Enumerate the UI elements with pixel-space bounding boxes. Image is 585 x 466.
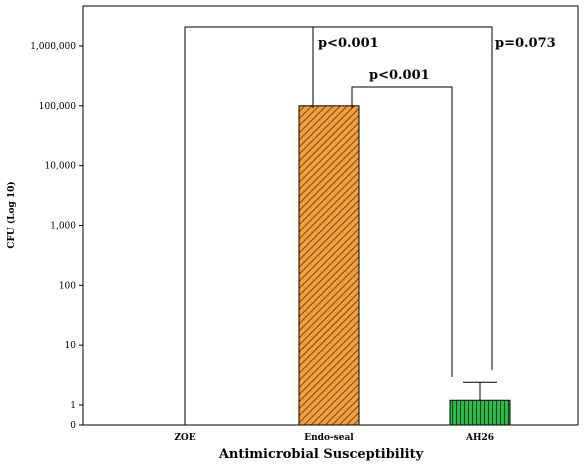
x-axis-title: Antimicrobial Susceptibility bbox=[218, 447, 424, 462]
x-axis: ZOE Endo-seal AH26 bbox=[174, 433, 494, 443]
y-tick-label: 0 bbox=[70, 421, 76, 431]
y-axis: 0 1 10 100 1,000 10,000 100,000 1,000,000 bbox=[30, 6, 84, 431]
y-tick-label: 10,000 bbox=[45, 162, 77, 172]
significance-brackets: p=0.073 p<0.001 p<0.001 bbox=[184, 26, 556, 425]
y-tick-label: 1,000,000 bbox=[30, 42, 76, 52]
bar-endo-seal bbox=[298, 105, 360, 426]
bracket-endoseal-ah26 bbox=[351, 86, 453, 377]
bar-ah26 bbox=[449, 399, 511, 426]
p-value-label: p=0.073 bbox=[495, 36, 556, 51]
x-tick-label: ZOE bbox=[174, 433, 195, 443]
y-axis-title: CFU (Log 10) bbox=[6, 181, 17, 248]
y-tick-label: 1 bbox=[70, 401, 76, 411]
x-tick-label: Endo-seal bbox=[304, 433, 354, 443]
y-tick-label: 100,000 bbox=[39, 102, 76, 112]
p-value-label: p<0.001 bbox=[369, 68, 430, 83]
y-tick-label: 1,000 bbox=[50, 222, 76, 232]
bracket-zoe-ah26 bbox=[184, 26, 493, 425]
y-tick-label: 100 bbox=[59, 281, 76, 291]
y-tick-label: 10 bbox=[65, 341, 77, 351]
bars bbox=[298, 105, 511, 426]
x-tick-label: AH26 bbox=[465, 433, 494, 443]
p-value-label: p<0.001 bbox=[318, 36, 379, 51]
